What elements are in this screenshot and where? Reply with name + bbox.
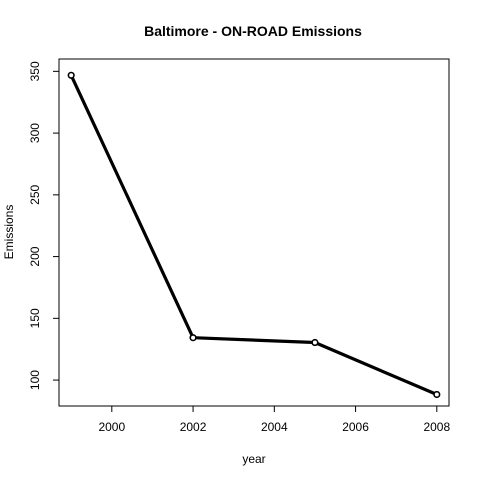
y-tick-label: 100 — [28, 370, 42, 390]
y-tick-label: 300 — [28, 123, 42, 143]
y-tick-label: 200 — [28, 246, 42, 266]
x-tick-label: 2002 — [180, 420, 207, 434]
y-axis: 100 150 200 250 300 350 — [28, 61, 59, 390]
data-point — [67, 71, 75, 79]
plot-frame — [58, 58, 450, 407]
data-point — [189, 334, 197, 342]
x-tick-label: 2004 — [261, 420, 288, 434]
x-tick-label: 2006 — [342, 420, 369, 434]
data-point — [433, 390, 441, 399]
series-line — [69, 73, 439, 397]
data-point — [311, 338, 319, 347]
y-tick-label: 250 — [28, 185, 42, 205]
chart-title: Baltimore - ON-ROAD Emissions — [144, 23, 362, 39]
x-tick-label: 2000 — [98, 420, 125, 434]
x-tick-label: 2008 — [423, 420, 450, 434]
series-layer — [67, 71, 441, 399]
y-axis-label: Emissions — [2, 205, 16, 260]
y-tick-label: 150 — [28, 308, 42, 328]
x-axis: 2000 2002 2004 2006 2008 — [98, 406, 450, 434]
y-tick-label: 350 — [28, 61, 42, 81]
x-axis-label: year — [242, 452, 265, 466]
